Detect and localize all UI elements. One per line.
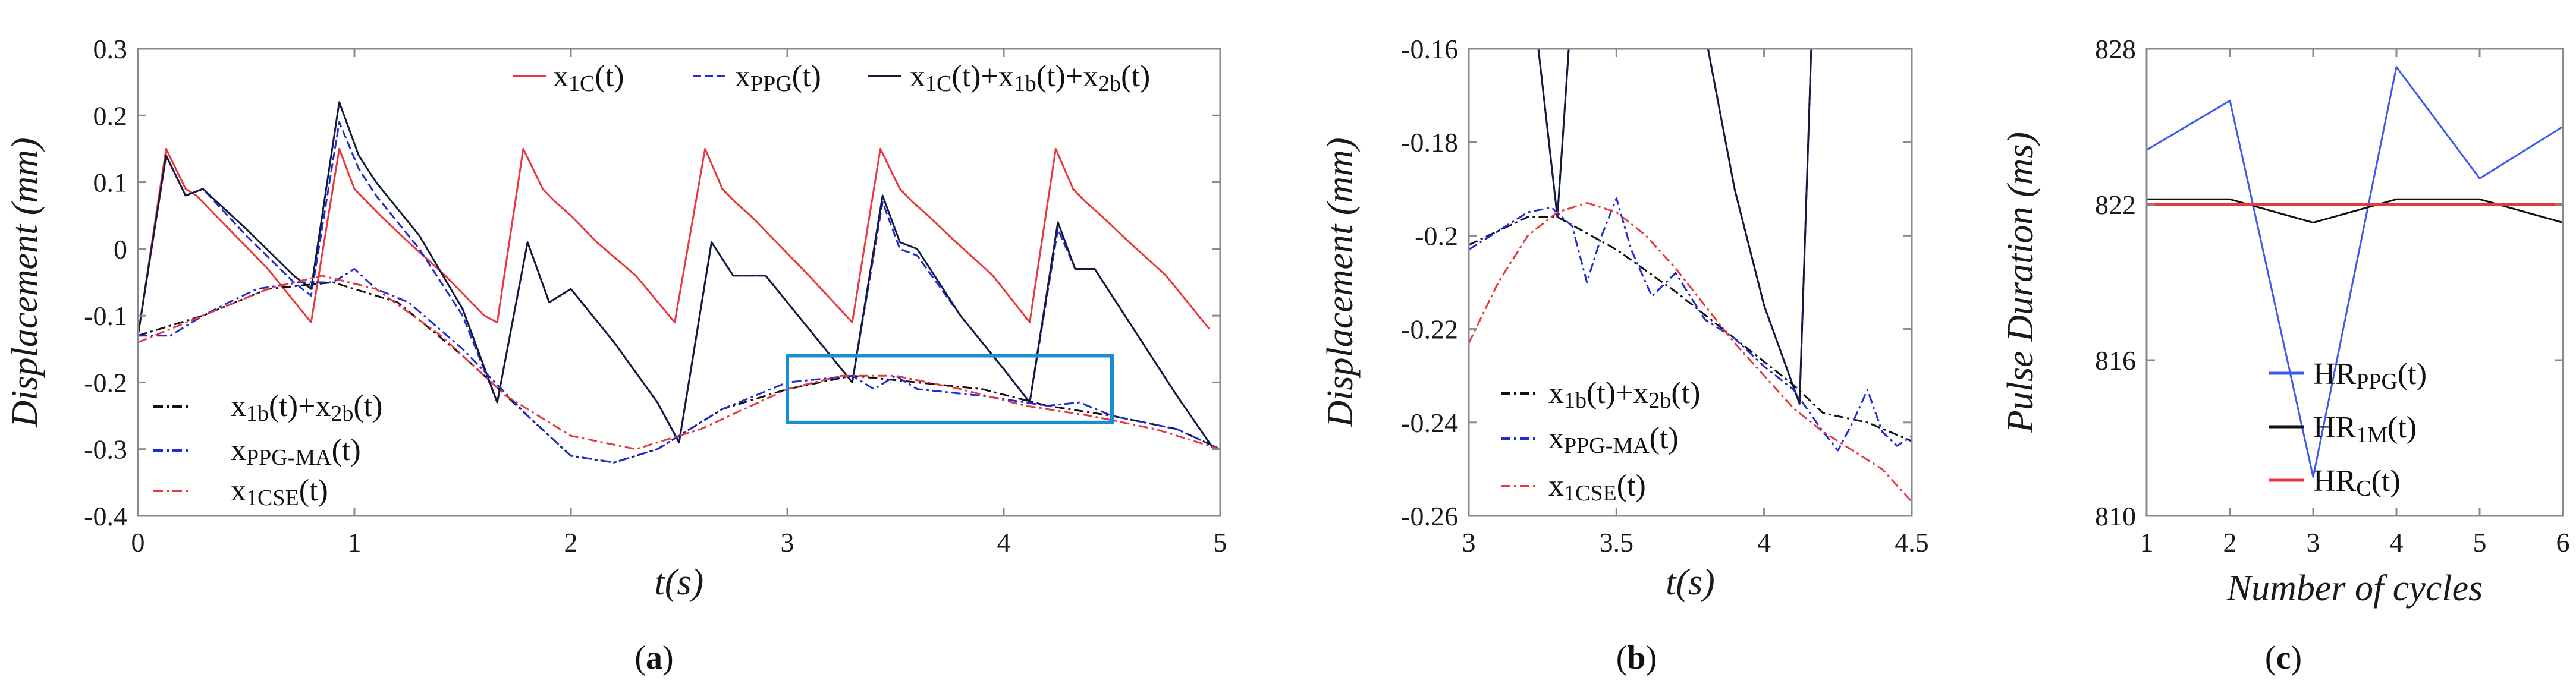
- x-axis-label-a: t(s): [655, 562, 704, 603]
- x-tick-label-b: 4: [1757, 527, 1771, 557]
- x-tick-label-b: 3: [1462, 527, 1476, 557]
- y-tick-label-b: -0.24: [1401, 408, 1458, 438]
- legend-label-hrppg: HRPPG(t): [2313, 357, 2427, 394]
- series-line-a-0: [138, 147, 1210, 336]
- legend-label-b-xppgma: xPPG-MA(t): [1548, 421, 1679, 458]
- series-line-b-2: [1707, 49, 1812, 405]
- plot-frame-c: [2145, 48, 2564, 517]
- series-line-b-6: [1469, 201, 1912, 503]
- panel-b-chart: 3 3.5 4 4.5 -0.26 -0.24 -0.22 -0.2 -0.18 -0.16 t(s…: [1320, 34, 1929, 603]
- y-tick-label-a: -0.2: [84, 367, 127, 398]
- series-line-b-1: [1537, 49, 1570, 218]
- panel-label-b: (b): [1616, 639, 1657, 676]
- x-tick-label-a: 2: [564, 527, 578, 557]
- legend-c: HRPPG(t) HR1M(t) HRC(t): [2269, 357, 2427, 501]
- plot-frame-a: [137, 48, 1221, 517]
- y-tick-label-b: -0.2: [1415, 220, 1458, 251]
- series-line-b-0: [1537, 49, 1570, 218]
- legend-label-xppg: xPPG(t): [735, 59, 821, 96]
- y-tick-label-b: -0.22: [1401, 314, 1458, 345]
- zoom-box: [786, 354, 1114, 424]
- y-tick-label-a: -0.3: [84, 434, 127, 465]
- legend-label-hrc: HRC(t): [2313, 464, 2401, 501]
- y-tick-label-a: 0.3: [93, 34, 128, 64]
- legend-label-xsum: x1C(t)+x1b(t)+x2b(t): [910, 59, 1150, 96]
- panel-label-c: (c): [2265, 639, 2302, 676]
- y-tick-label-a: 0.2: [93, 100, 128, 131]
- y-tick-label-c: 828: [2095, 34, 2136, 64]
- x-tick-label-c: 5: [2473, 527, 2487, 557]
- y-tick-label-c: 810: [2095, 501, 2136, 531]
- y-tick-label-a: -0.4: [84, 501, 127, 531]
- plot-frame-b: [1468, 48, 1913, 517]
- x-tick-label-a: 1: [348, 527, 362, 557]
- x-axis-label-c: Number of cycles: [2226, 568, 2483, 609]
- x-tick-label-c: 2: [2223, 527, 2237, 557]
- y-axis-label-a: Displacement (mm): [5, 137, 45, 427]
- legend-label-x1b2b: x1b(t)+x2b(t): [231, 389, 383, 426]
- series-group-a: [138, 101, 1220, 464]
- y-tick-label-c: 816: [2095, 345, 2136, 376]
- legend-label-b-x1b2b: x1b(t)+x2b(t): [1548, 376, 1701, 413]
- y-tick-label-b: -0.16: [1401, 34, 1458, 64]
- panel-label-a: (a): [634, 639, 673, 676]
- series-group-c: [2147, 66, 2563, 478]
- legend-label-x1c: x1C(t): [553, 59, 624, 96]
- x-tick-label-b: 4.5: [1895, 527, 1929, 557]
- y-tick-label-b: -0.18: [1401, 127, 1458, 157]
- series-line-c-0: [2147, 66, 2563, 478]
- x-tick-label-c: 6: [2556, 527, 2570, 557]
- legend-a-top: x1C(t) xPPG(t) x1C(t)+x1b(t)+x2b(t): [513, 59, 1150, 96]
- panel-a-chart: 0 1 2 3 4 5 -0.4 -0.3 -0.2 -0.1 0 0.1 0.2 0.3 t(s) Disp…: [5, 34, 1227, 603]
- series-line-b-5: [1469, 197, 1912, 452]
- series-line-b-4: [1469, 216, 1912, 442]
- y-axis-label-b: Displacement (mm): [1320, 137, 1361, 427]
- panel-c-chart: 1 2 3 4 5 6 810 816 822 828 Number of cycles Pulse …: [2000, 34, 2570, 609]
- y-tick-label-b: -0.26: [1401, 501, 1458, 531]
- series-line-c-1: [2147, 198, 2563, 224]
- legend-a-bottom: x1b(t)+x2b(t) xPPG-MA(t) x1CSE(t): [153, 389, 383, 511]
- series-line-b-3: [1707, 49, 1812, 405]
- series-group-b: [1469, 49, 1912, 503]
- y-tick-label-a: 0: [114, 234, 127, 264]
- x-tick-label-a: 5: [1214, 527, 1227, 557]
- x-tick-label-a: 3: [781, 527, 794, 557]
- y-axis-label-c: Pulse Duration (ms): [2000, 132, 2041, 433]
- y-tick-label-a: 0.1: [93, 168, 128, 198]
- x-tick-label-c: 4: [2390, 527, 2404, 557]
- y-tick-label-a: -0.1: [84, 301, 127, 331]
- x-tick-label-b: 3.5: [1600, 527, 1634, 557]
- x-tick-label-a: 0: [131, 527, 145, 557]
- x-tick-label-c: 3: [2307, 527, 2320, 557]
- y-tick-label-c: 822: [2095, 190, 2136, 220]
- x-tick-label-a: 4: [997, 527, 1011, 557]
- series-line-a-2: [138, 101, 1215, 450]
- legend-label-b-x1cse: x1CSE(t): [1548, 469, 1646, 506]
- legend-label-hr1m: HR1M(t): [2313, 411, 2417, 448]
- series-line-a-5: [138, 275, 1220, 450]
- legend-label-xppgma: xPPG-MA(t): [231, 433, 361, 470]
- legend-b: x1b(t)+x2b(t) xPPG-MA(t) x1CSE(t): [1501, 376, 1701, 506]
- x-axis-label-b: t(s): [1666, 562, 1715, 603]
- legend-label-x1cse: x1CSE(t): [231, 474, 328, 511]
- x-tick-label-c: 1: [2140, 527, 2154, 557]
